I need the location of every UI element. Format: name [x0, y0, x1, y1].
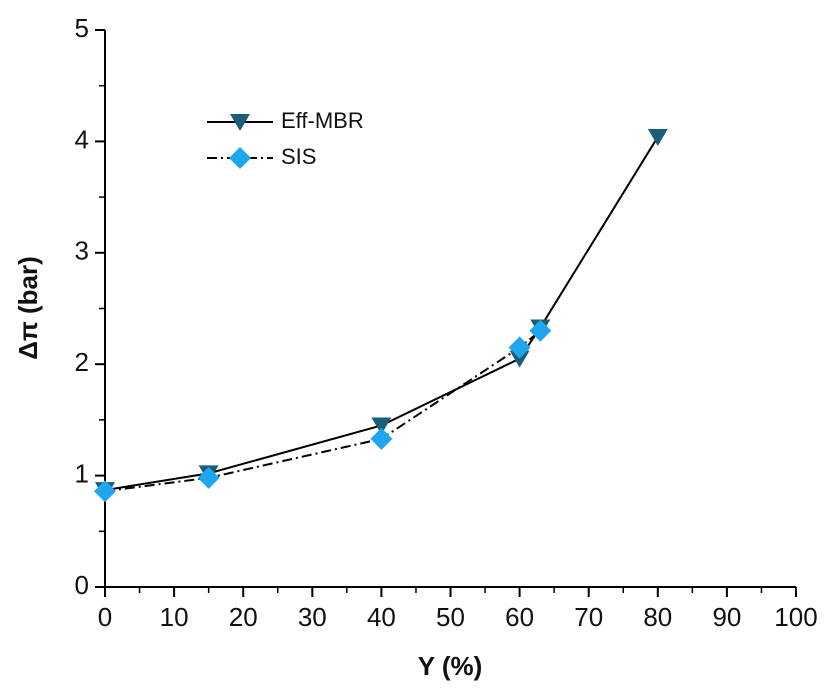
data-point: [94, 480, 116, 503]
legend-label: SIS: [281, 144, 316, 169]
data-point: [509, 350, 530, 368]
x-axis-label: Y (%): [418, 651, 483, 681]
y-tick-label: 4: [75, 124, 89, 154]
y-axis-label: Δπ (bar): [13, 256, 43, 360]
legend-marker: [229, 147, 251, 169]
legend-marker: [230, 114, 250, 131]
legend-label: Eff-MBR: [281, 108, 364, 133]
x-tick-label: 80: [643, 602, 672, 632]
x-tick-label: 50: [436, 602, 465, 632]
data-point: [371, 417, 392, 435]
x-tick-label: 100: [774, 602, 817, 632]
x-tick-label: 90: [712, 602, 741, 632]
series-line: [104, 330, 541, 493]
x-tick-label: 70: [574, 602, 603, 632]
x-tick-label: 20: [229, 602, 258, 632]
data-point: [370, 427, 393, 450]
x-tick-label: 60: [505, 602, 534, 632]
y-tick-label: 1: [75, 458, 89, 488]
y-tick-label: 2: [75, 347, 89, 377]
x-tick-label: 10: [160, 602, 189, 632]
data-point: [197, 466, 220, 489]
data-point: [529, 319, 552, 342]
y-tick-label: 3: [75, 236, 89, 266]
y-tick-label: 0: [75, 570, 89, 600]
x-tick-label: 0: [98, 602, 112, 632]
x-tick-label: 30: [298, 602, 327, 632]
y-tick-label: 5: [75, 13, 89, 43]
data-point: [647, 128, 668, 146]
x-tick-label: 40: [367, 602, 396, 632]
data-point: [508, 336, 531, 359]
